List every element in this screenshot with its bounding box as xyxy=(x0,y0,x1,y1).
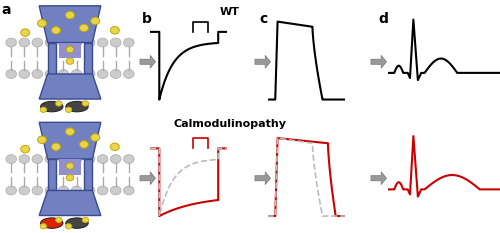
Circle shape xyxy=(110,155,121,164)
Text: WT: WT xyxy=(220,7,240,17)
Polygon shape xyxy=(39,122,101,159)
Circle shape xyxy=(45,38,56,47)
Circle shape xyxy=(66,58,74,64)
Circle shape xyxy=(66,163,74,169)
Circle shape xyxy=(66,175,74,181)
Circle shape xyxy=(124,186,134,195)
Circle shape xyxy=(90,134,100,141)
Polygon shape xyxy=(39,6,101,42)
Circle shape xyxy=(58,69,69,78)
Polygon shape xyxy=(48,159,56,191)
Text: d: d xyxy=(378,12,388,26)
Circle shape xyxy=(20,29,30,36)
Ellipse shape xyxy=(66,218,88,228)
Circle shape xyxy=(110,38,121,47)
Circle shape xyxy=(6,155,16,164)
Circle shape xyxy=(19,186,30,195)
Circle shape xyxy=(32,38,42,47)
FancyArrow shape xyxy=(140,55,156,68)
Circle shape xyxy=(56,101,62,106)
Circle shape xyxy=(124,38,134,47)
Circle shape xyxy=(84,38,95,47)
Circle shape xyxy=(66,11,74,19)
FancyArrow shape xyxy=(255,172,270,185)
Circle shape xyxy=(80,24,88,32)
Text: a: a xyxy=(2,3,11,17)
Circle shape xyxy=(58,38,69,47)
Circle shape xyxy=(19,155,30,164)
Circle shape xyxy=(66,46,74,53)
Circle shape xyxy=(20,145,30,153)
FancyArrow shape xyxy=(140,172,156,185)
FancyArrow shape xyxy=(371,172,386,185)
Circle shape xyxy=(98,69,108,78)
FancyArrow shape xyxy=(371,55,386,68)
Circle shape xyxy=(84,186,95,195)
Circle shape xyxy=(110,69,121,78)
Circle shape xyxy=(98,186,108,195)
Circle shape xyxy=(71,186,82,195)
Circle shape xyxy=(71,69,82,78)
Polygon shape xyxy=(59,159,81,175)
Circle shape xyxy=(6,38,16,47)
Circle shape xyxy=(32,69,42,78)
Circle shape xyxy=(82,217,88,223)
Ellipse shape xyxy=(40,218,63,228)
Ellipse shape xyxy=(66,101,88,112)
Text: Calmodulinopathy: Calmodulinopathy xyxy=(174,119,286,129)
Polygon shape xyxy=(84,159,92,191)
Circle shape xyxy=(38,20,46,27)
Text: b: b xyxy=(142,12,152,26)
Circle shape xyxy=(71,38,82,47)
Circle shape xyxy=(66,224,72,229)
Polygon shape xyxy=(84,42,92,74)
Circle shape xyxy=(45,155,56,164)
Circle shape xyxy=(19,69,30,78)
Circle shape xyxy=(124,69,134,78)
Polygon shape xyxy=(39,191,101,216)
Circle shape xyxy=(19,38,30,47)
Circle shape xyxy=(58,155,69,164)
Text: c: c xyxy=(260,12,268,26)
Circle shape xyxy=(52,27,60,34)
Circle shape xyxy=(40,107,46,113)
Circle shape xyxy=(45,186,56,195)
Circle shape xyxy=(98,155,108,164)
Circle shape xyxy=(84,69,95,78)
Circle shape xyxy=(52,143,60,151)
Ellipse shape xyxy=(40,101,63,112)
Circle shape xyxy=(80,141,88,148)
Circle shape xyxy=(66,107,72,113)
Polygon shape xyxy=(48,42,56,74)
Circle shape xyxy=(90,17,100,25)
Circle shape xyxy=(124,155,134,164)
FancyArrow shape xyxy=(255,55,270,68)
Circle shape xyxy=(98,38,108,47)
Circle shape xyxy=(110,186,121,195)
Circle shape xyxy=(66,128,74,135)
Circle shape xyxy=(6,69,16,78)
Circle shape xyxy=(32,186,42,195)
Circle shape xyxy=(45,69,56,78)
Circle shape xyxy=(58,186,69,195)
Circle shape xyxy=(6,186,16,195)
Circle shape xyxy=(71,155,82,164)
Circle shape xyxy=(110,143,120,151)
Polygon shape xyxy=(59,42,81,58)
Circle shape xyxy=(110,27,120,34)
Circle shape xyxy=(82,101,88,106)
Polygon shape xyxy=(39,74,101,99)
Circle shape xyxy=(40,224,46,229)
Circle shape xyxy=(84,155,95,164)
Circle shape xyxy=(32,155,42,164)
Circle shape xyxy=(38,136,46,144)
Circle shape xyxy=(56,217,62,223)
